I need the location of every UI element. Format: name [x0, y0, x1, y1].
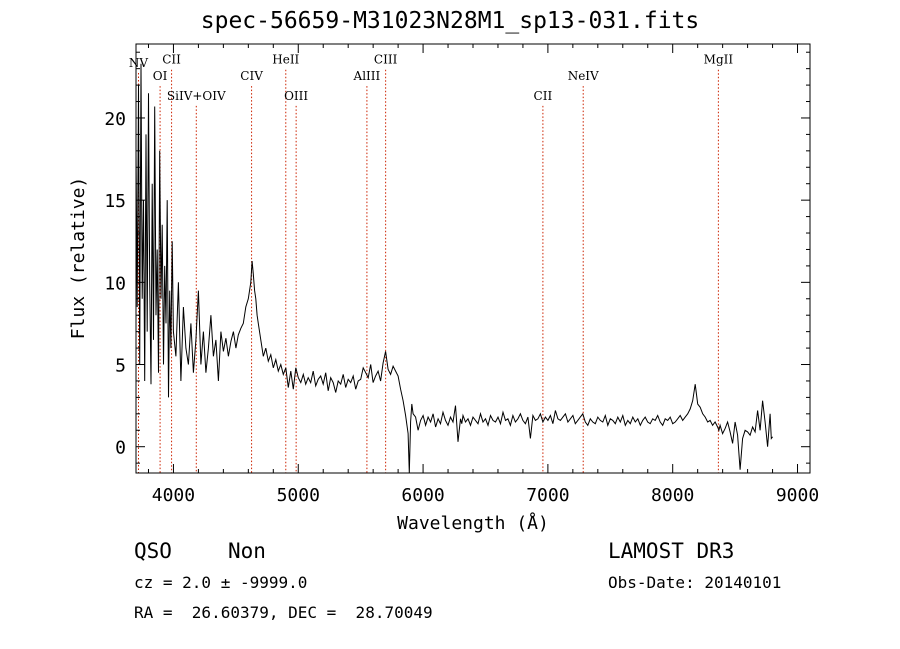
x-tick-label: 4000	[152, 485, 195, 506]
x-axis-label: Wavelength (Å)	[397, 512, 549, 534]
plot-frame	[135, 43, 811, 474]
emission-line-label: CII	[534, 89, 553, 103]
emission-line-label: CIII	[374, 53, 398, 67]
emission-line-label: NeIV	[568, 69, 599, 83]
emission-line-label: OI	[153, 69, 168, 83]
x-tick-label: 5000	[277, 485, 320, 506]
emission-line-label: SiIV+OIV	[167, 89, 226, 103]
y-tick-label: 15	[104, 191, 126, 212]
object-subclass: Non	[228, 539, 266, 563]
emission-line-label: CIV	[240, 69, 263, 83]
x-tick-label: 7000	[526, 485, 569, 506]
emission-line-label: NV	[129, 56, 149, 70]
y-tick-label: 20	[104, 109, 126, 130]
redshift-text: cz = 2.0 ± -9999.0	[134, 573, 308, 592]
emission-line-label: HeII	[272, 53, 299, 67]
emission-line-label: MgII	[704, 53, 734, 67]
survey-label: LAMOST DR3	[608, 539, 735, 563]
y-axis-label: Flux (relative)	[68, 177, 89, 340]
emission-line-label: AlIII	[353, 69, 381, 83]
emission-line-markers	[137, 69, 719, 473]
coordinates-text: RA = 26.60379, DEC = 28.70049	[134, 603, 433, 622]
y-tick-label: 0	[115, 438, 126, 459]
emission-line-labels: NV OI CII SiIV+OIV CIV HeII OIII AlIII CIII CII Ne…	[129, 53, 733, 103]
chart-title: spec-56659-M31023N28M1_sp13-031.fits	[200, 8, 700, 34]
y-tick-label: 5	[115, 356, 126, 377]
emission-line-label: OIII	[284, 89, 308, 103]
obs-date-text: Obs-Date: 20140101	[608, 573, 782, 592]
x-axis: 4000 5000 6000 7000 8000 9000	[147, 44, 819, 506]
x-tick-label: 8000	[651, 485, 694, 506]
x-tick-label: 6000	[401, 485, 444, 506]
object-class: QSO	[134, 539, 172, 563]
y-tick-label: 10	[104, 273, 126, 294]
x-tick-label: 9000	[776, 485, 819, 506]
emission-line-label: CII	[162, 53, 181, 67]
y-axis: 0 5 10 15 20	[104, 51, 810, 464]
spectrum-line	[135, 63, 773, 474]
